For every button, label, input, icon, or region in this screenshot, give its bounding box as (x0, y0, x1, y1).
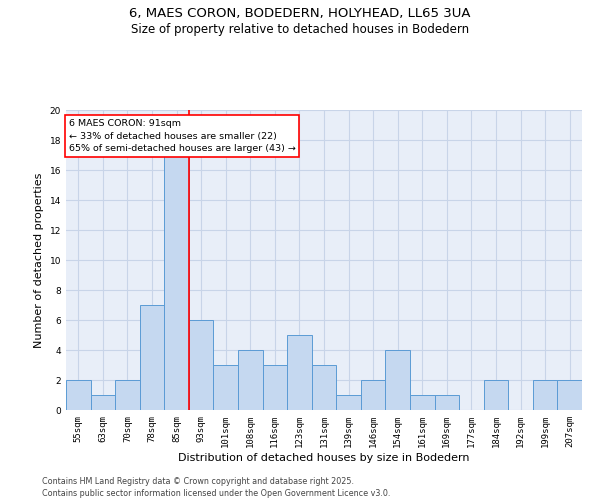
Text: 6, MAES CORON, BODEDERN, HOLYHEAD, LL65 3UA: 6, MAES CORON, BODEDERN, HOLYHEAD, LL65 … (129, 8, 471, 20)
Bar (434, 395, 459, 410)
Bar (484, 380, 508, 410)
Bar (164, 155, 189, 410)
Bar (410, 395, 434, 410)
Text: 6 MAES CORON: 91sqm
← 33% of detached houses are smaller (22)
65% of semi-detach: 6 MAES CORON: 91sqm ← 33% of detached ho… (68, 119, 295, 153)
Y-axis label: Number of detached properties: Number of detached properties (34, 172, 44, 348)
Bar (214, 365, 238, 410)
Bar (287, 335, 312, 410)
Bar (238, 350, 263, 410)
Bar (361, 380, 385, 410)
Bar (115, 380, 140, 410)
Bar (385, 350, 410, 410)
Bar (336, 395, 361, 410)
Bar (312, 365, 336, 410)
Bar (263, 365, 287, 410)
Text: Contains HM Land Registry data © Crown copyright and database right 2025.
Contai: Contains HM Land Registry data © Crown c… (42, 476, 391, 498)
Bar (557, 380, 582, 410)
Text: Size of property relative to detached houses in Bodedern: Size of property relative to detached ho… (131, 22, 469, 36)
Bar (91, 395, 115, 410)
Bar (189, 320, 214, 410)
Bar (533, 380, 557, 410)
X-axis label: Distribution of detached houses by size in Bodedern: Distribution of detached houses by size … (178, 452, 470, 462)
Bar (66, 380, 91, 410)
Bar (140, 305, 164, 410)
